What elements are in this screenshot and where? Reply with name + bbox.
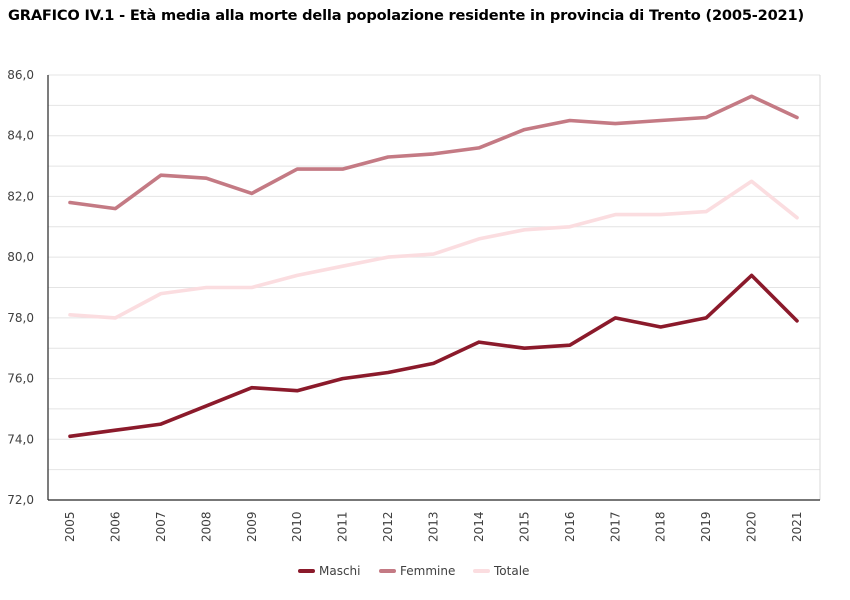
series-lines: [68, 94, 799, 439]
x-tick-label: 2007: [154, 511, 168, 542]
x-tick-label: 2013: [427, 511, 441, 542]
chart-title: GRAFICO IV.1 - Età media alla morte dell…: [8, 7, 804, 24]
x-tick-label: 2012: [381, 511, 395, 542]
series-line-maschi: [68, 273, 799, 439]
series-line-totale: [68, 179, 799, 320]
legend-label: Maschi: [319, 564, 361, 578]
legend-label: Totale: [493, 564, 529, 578]
x-tick-label: 2005: [63, 511, 77, 542]
y-tick-label: 72,0: [7, 493, 34, 507]
x-tick-label: 2010: [290, 511, 304, 542]
y-tick-label: 74,0: [7, 432, 34, 446]
series-line-femmine: [68, 94, 799, 211]
y-tick-label: 80,0: [7, 250, 34, 264]
x-tick-label: 2014: [472, 511, 486, 542]
x-tick-label: 2020: [745, 511, 759, 542]
legend-item-femmine: Femmine: [379, 564, 455, 578]
x-tick-label: 2016: [563, 511, 577, 542]
x-tick-label: 2008: [199, 511, 213, 542]
legend: Maschi Femmine Totale: [298, 564, 529, 578]
x-tick-label: 2015: [517, 511, 531, 542]
x-axis-ticks: 2005 2006 2007 2008 2009 2010 2011 2012 2013 2014…: [63, 511, 804, 542]
x-tick-label: 2006: [108, 511, 122, 542]
plot-frame: [47, 75, 821, 501]
y-tick-label: 86,0: [7, 68, 34, 82]
y-tick-label: 82,0: [7, 189, 34, 203]
gridlines: [48, 74, 820, 471]
x-tick-label: 2017: [608, 511, 622, 542]
legend-label: Femmine: [400, 564, 455, 578]
y-tick-label: 84,0: [7, 129, 34, 143]
x-tick-label: 2018: [654, 511, 668, 542]
x-tick-label: 2019: [699, 511, 713, 542]
legend-item-maschi: Maschi: [298, 564, 361, 578]
y-tick-label: 78,0: [7, 311, 34, 325]
x-tick-label: 2021: [790, 511, 804, 542]
y-axis-ticks: 72,0 74,0 76,0 78,0 80,0 82,0 84,0 86,0: [7, 68, 34, 507]
legend-item-totale: Totale: [473, 564, 529, 578]
x-tick-label: 2011: [336, 511, 350, 542]
x-tick-label: 2009: [245, 511, 259, 542]
y-tick-label: 76,0: [7, 372, 34, 386]
